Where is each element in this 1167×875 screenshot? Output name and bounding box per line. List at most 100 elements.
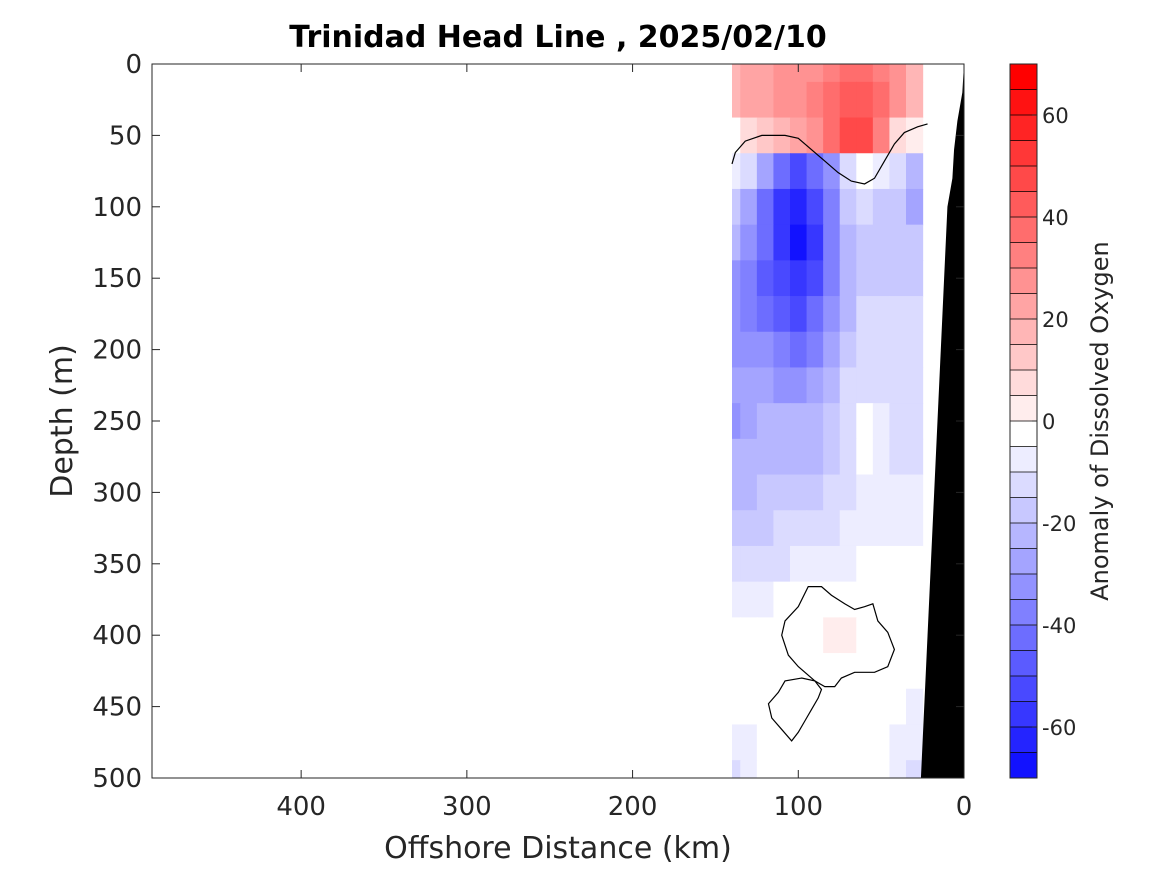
colorbar-segment [1010,701,1037,728]
y-tick-label: 50 [109,121,142,151]
field-cell [889,224,907,261]
field-cell [906,331,924,369]
field-cell [732,438,741,476]
field-cell [856,81,874,119]
field-cell [872,64,891,83]
field-cell [872,617,891,654]
field-cell [756,581,775,618]
field-cell [756,510,775,547]
field-cell [740,81,758,119]
field-cell [756,617,775,654]
colorbar-segment [1010,293,1037,320]
field-cell [790,545,808,583]
field-cell [856,296,874,333]
colorbar-segment [1010,89,1037,116]
field-cell [773,760,791,778]
field-cell [823,653,841,690]
field-cell [839,331,857,369]
colorbar-segment [1010,191,1037,218]
field-cell [790,403,808,440]
y-tick-label: 0 [125,50,142,80]
field-cell [773,403,791,440]
field-cell [906,260,924,297]
field-cell [839,760,857,778]
y-tick-label: 350 [92,550,142,580]
field-cell [839,688,857,726]
field-cell [790,474,808,511]
field-cell [906,64,924,83]
field-cell [889,296,907,333]
field-cell [856,260,874,297]
field-cell [839,474,857,511]
field-cell [790,260,808,297]
field-cell [806,403,824,440]
field-cell [839,653,857,690]
field-cell [823,545,841,583]
contour-line [781,586,896,688]
colorbar-segment [1010,344,1037,371]
field-cell [773,224,791,261]
field-cell [872,474,891,511]
field-cell [790,188,808,226]
field-cell [906,724,924,761]
field-cell [732,581,741,618]
field-cell [773,724,791,761]
field-cell [906,581,924,618]
field-cell [872,117,891,154]
field-cell [906,510,924,547]
field-cell [889,510,907,547]
colorbar-segment [1010,268,1037,294]
field-cell [856,688,874,726]
anomaly-field [732,64,924,778]
colorbar-segment [1010,319,1037,345]
field-cell [790,296,808,333]
field-cell [839,367,857,404]
y-tick-label: 400 [92,621,142,651]
field-cell [823,724,841,761]
y-tick-label: 250 [92,407,142,437]
y-tick-label: 150 [92,264,142,294]
colorbar-tick-label: 40 [1042,206,1069,230]
field-cell [872,510,891,547]
field-cell [740,260,758,297]
colorbar-segment [1010,752,1037,779]
colorbar-segment [1010,140,1037,167]
field-cell [906,474,924,511]
field-cell [906,81,924,119]
field-cell [790,617,808,654]
field-cell [872,760,891,778]
colorbar-tick-label: 20 [1042,308,1069,332]
field-cell [806,117,824,154]
colorbar-segment [1010,650,1037,677]
field-cell [823,296,841,333]
field-cell [856,331,874,369]
field-cell [839,117,857,154]
field-cell [806,474,824,511]
field-cell [732,474,741,511]
field-cell [740,724,758,761]
field-cell [856,438,874,476]
field-cell [790,153,808,190]
field-cell [889,188,907,226]
field-cell [732,617,741,654]
field-cell [732,403,741,440]
field-cell [740,153,758,190]
field-cell [839,545,857,583]
field-cell [732,331,741,369]
field-cell [856,510,874,547]
colorbar-tick-label: -20 [1042,512,1076,536]
field-cell [790,224,808,261]
field-cell [856,188,874,226]
x-axis-label: Offshore Distance (km) [384,831,732,866]
field-cell [756,724,775,761]
colorbar-segment [1010,217,1037,243]
field-cell [806,188,824,226]
field-cell [906,117,924,154]
field-cell [732,81,741,119]
field-cell [906,403,924,440]
field-cell [756,296,775,333]
field-cell [906,688,924,726]
field-cell [773,331,791,369]
field-cell [740,296,758,333]
field-cell [732,117,741,154]
